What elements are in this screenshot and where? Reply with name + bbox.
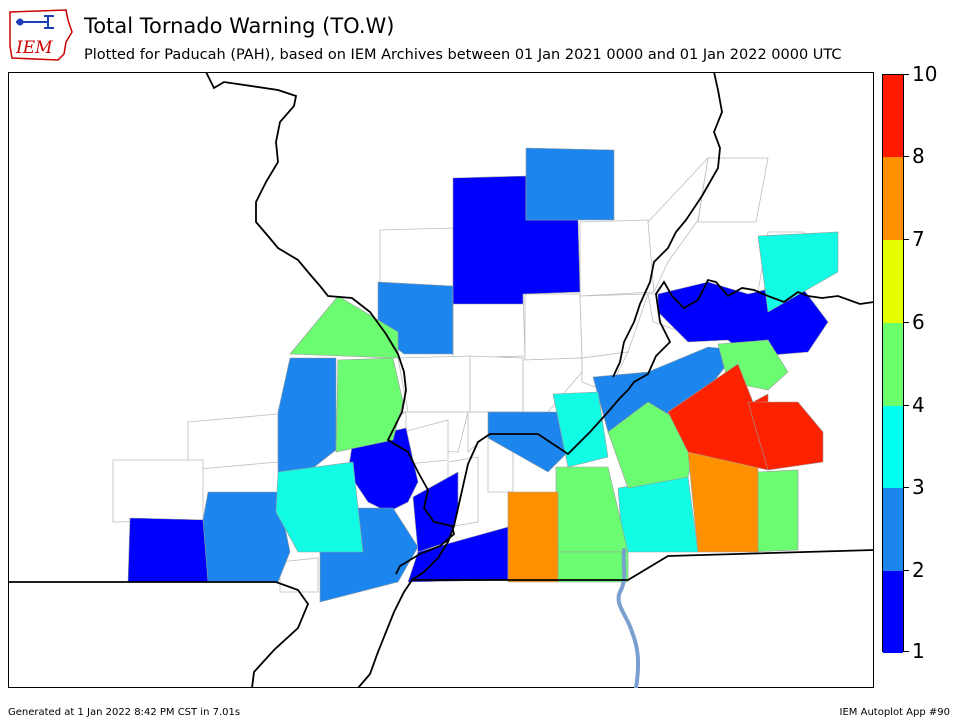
colorbar-bin-8-10 [883, 75, 903, 157]
generated-timestamp: Generated at 1 Jan 2022 8:42 PM CST in 7… [8, 707, 241, 718]
colorbar-label: 1 [912, 639, 925, 663]
app-credit: IEM Autoplot App #90 [839, 707, 950, 718]
colorbar-label: 2 [912, 558, 925, 582]
colorbar-bin-4-6 [883, 323, 903, 406]
state-boundaries [8, 72, 874, 688]
colorbar-bin-3-4 [883, 406, 903, 488]
iem-logo: IEM [8, 8, 74, 62]
colorbar-label: 4 [912, 393, 925, 417]
colorbar-label: 7 [912, 227, 925, 251]
colorbar-label: 10 [912, 62, 938, 86]
counties-3-warnings [275, 231, 839, 553]
colorbar-label: 8 [912, 144, 925, 168]
colorbar-label: 3 [912, 475, 925, 499]
chart-subtitle: Plotted for Paducah (PAH), based on IEM … [84, 47, 842, 63]
counties-2-warnings [202, 147, 739, 603]
svg-text:IEM: IEM [15, 38, 53, 58]
counties-7-to-8-warnings [507, 449, 759, 583]
colorbar-bin-1-2 [883, 571, 903, 653]
colorbar-bin-6-7 [883, 240, 903, 323]
iowa-state-outline-icon: IEM [9, 9, 73, 61]
colorbar-label: 6 [912, 310, 925, 334]
river [616, 548, 641, 688]
counties-no-warnings [112, 156, 805, 593]
county-map [8, 72, 874, 688]
chart-title: Total Tornado Warning (TO.W) [84, 14, 395, 38]
counties-8-to-10-warnings [667, 363, 824, 471]
colorbar [882, 74, 904, 653]
colorbar-bin-2-3 [883, 488, 903, 571]
colorbar-bin-7-8 [883, 157, 903, 240]
